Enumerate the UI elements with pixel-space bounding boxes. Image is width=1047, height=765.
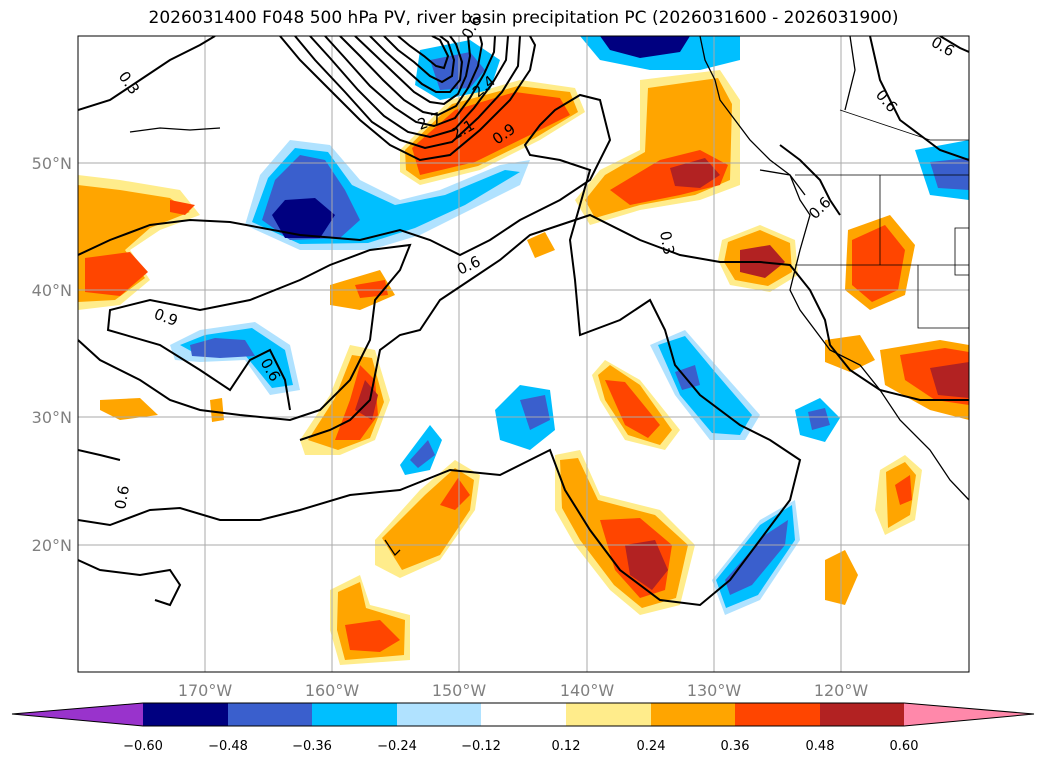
lat-label-40n: 40°N (32, 281, 72, 300)
colorbar-bin (566, 703, 651, 726)
colorbar-tick-label: 0.12 (552, 739, 581, 754)
colorbar-tick-label: 0.48 (806, 739, 835, 754)
colorbar-extend-low (12, 703, 143, 726)
colorbar-tick-label: 0.24 (637, 739, 666, 754)
colorbar-bin (312, 703, 397, 726)
contour-label: 0.6 (111, 484, 133, 511)
colorbar-extend-high (904, 703, 1034, 726)
colorbar-bin (143, 703, 228, 726)
coastlines (129, 36, 969, 557)
colorbar-tick-label: −0.36 (292, 739, 332, 754)
lat-label-50n: 50°N (32, 154, 72, 173)
map-frame (77, 35, 970, 673)
colorbar-bin (397, 703, 481, 726)
colorbar (11, 702, 1035, 727)
neg-anomaly-gulf (245, 140, 530, 250)
map-title: 2026031400 F048 500 hPa PV, river basin … (148, 8, 899, 28)
colorbar-tick-label: 0.36 (721, 739, 750, 754)
colorbar-bin (735, 703, 820, 726)
pos-anomaly-bc (575, 70, 740, 225)
lat-label-30n: 30°N (32, 408, 72, 427)
colorbar-tick-label: −0.12 (461, 739, 501, 754)
neg-anomaly-offshore (650, 330, 840, 442)
gridlines (78, 36, 969, 672)
lon-label-160w: 160°W (305, 681, 360, 700)
state-borders (795, 109, 969, 329)
colorbar-tick-label: −0.48 (208, 739, 248, 754)
colorbar-bin (481, 703, 566, 726)
lat-label-20n: 20°N (32, 536, 72, 555)
colorbar-ticks: −0.60 −0.48 −0.36 −0.24 −0.12 0.12 0.24 … (123, 739, 918, 754)
lon-label-170w: 170°W (178, 681, 233, 700)
pos-anomaly-west (78, 175, 200, 310)
lon-label-120w: 120°W (814, 681, 869, 700)
pos-anomaly-tropics (555, 450, 695, 615)
lon-label-130w: 130°W (687, 681, 742, 700)
contour-label: 0.3 (656, 230, 678, 257)
neg-anomaly-tropics-east (712, 500, 800, 615)
colorbar-tick-label: 0.60 (890, 739, 919, 754)
colorbar-bin (651, 703, 735, 726)
pv-contours (78, 36, 969, 607)
colorbar-tick-label: −0.60 (123, 739, 163, 754)
pos-anomaly-oregon (718, 225, 798, 292)
lon-label-140w: 140°W (560, 681, 615, 700)
shading-layer (78, 36, 969, 665)
pos-anomaly-hawaii (330, 460, 480, 665)
colorbar-bin (820, 703, 904, 726)
colorbar-outline (11, 702, 1035, 727)
lon-label-150w: 150°W (432, 681, 487, 700)
neg-anomaly-coast-north (415, 36, 740, 100)
pos-anomaly-subtropic-east (592, 360, 680, 450)
colorbar-bin (228, 703, 312, 726)
colorbar-tick-label: −0.24 (377, 739, 417, 754)
neg-anomaly-subtropic-west (170, 322, 300, 395)
